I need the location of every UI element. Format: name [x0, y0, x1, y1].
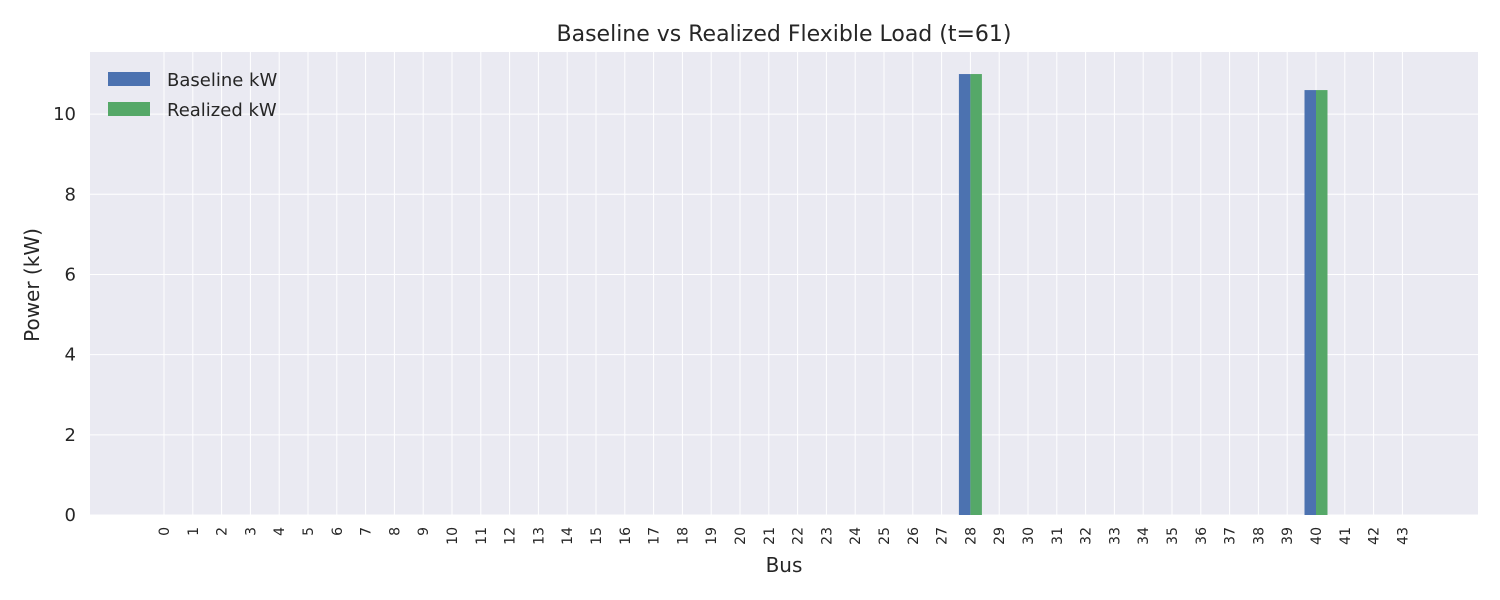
x-tick-label: 21: [762, 527, 778, 545]
legend: Baseline kW Realized kW: [108, 70, 277, 121]
bar-realized-bus-28: [970, 74, 982, 516]
x-tick-label: 36: [1194, 527, 1210, 545]
bars: [958, 74, 1328, 516]
x-tick-label: 10: [445, 527, 461, 545]
x-tick-label: 43: [1395, 527, 1411, 545]
x-tick-label: 6: [330, 527, 346, 536]
x-tick-label: 29: [992, 527, 1008, 545]
legend-swatch-baseline: [108, 72, 150, 86]
legend-swatch-realized: [108, 102, 150, 116]
x-tick-label: 27: [935, 527, 951, 545]
x-tick-label: 33: [1107, 527, 1123, 545]
x-tick-label: 28: [963, 527, 979, 545]
x-tick-label: 41: [1338, 527, 1354, 545]
x-tick-label: 30: [1021, 527, 1037, 545]
y-tick-label: 0: [65, 505, 76, 526]
x-tick-label: 15: [589, 527, 605, 545]
x-tick-label: 42: [1367, 527, 1383, 545]
x-tick-label: 17: [647, 527, 663, 545]
y-tick-label: 2: [65, 425, 76, 446]
x-tick-label: 12: [503, 527, 519, 545]
bar-realized-bus-40: [1316, 90, 1328, 516]
x-tick-label: 5: [301, 527, 317, 536]
x-tick-label: 35: [1165, 527, 1181, 545]
x-tick-label: 32: [1079, 527, 1095, 545]
x-tick-label: 16: [618, 527, 634, 545]
plot-area: [90, 52, 1478, 515]
x-tick-label: 8: [387, 527, 403, 536]
x-tick-label: 13: [531, 527, 547, 545]
x-axis-label: Bus: [766, 553, 803, 577]
chart-title: Baseline vs Realized Flexible Load (t=61…: [557, 22, 1012, 47]
y-tick-label: 10: [53, 104, 76, 125]
y-axis-label: Power (kW): [20, 228, 44, 342]
x-tick-label: 2: [215, 527, 231, 536]
x-tick-label: 7: [359, 527, 375, 536]
bar-baseline-bus-28: [958, 74, 971, 516]
x-tick-label: 37: [1223, 527, 1239, 545]
x-tick-label: 22: [791, 527, 807, 545]
legend-label-realized: Realized kW: [167, 100, 277, 121]
x-tick-label: 1: [186, 527, 202, 536]
bar-baseline-bus-40: [1304, 90, 1316, 516]
legend-label-baseline: Baseline kW: [167, 70, 277, 91]
x-tick-label: 34: [1136, 527, 1152, 545]
x-tick-label: 24: [848, 527, 864, 545]
x-axis-ticks: 0 1 2 3 4 5 6 7 8 9 10 11 12 13 14 15 16 17 18 19 20 21 22 23 24…: [157, 527, 1411, 545]
x-tick-label: 38: [1251, 527, 1267, 545]
x-tick-label: 11: [474, 527, 490, 545]
x-tick-label: 20: [733, 527, 749, 545]
x-tick-label: 23: [819, 527, 835, 545]
x-tick-label: 14: [560, 527, 576, 545]
x-tick-label: 39: [1280, 527, 1296, 545]
y-tick-label: 4: [65, 345, 76, 366]
y-tick-label: 6: [65, 264, 76, 285]
x-tick-label: 0: [157, 527, 173, 536]
x-tick-label: 19: [704, 527, 720, 545]
y-axis-ticks: 0 2 4 6 8 10: [53, 104, 76, 526]
x-tick-label: 31: [1050, 527, 1066, 545]
x-tick-label: 40: [1309, 527, 1325, 545]
x-tick-label: 4: [272, 527, 288, 536]
x-tick-label: 3: [243, 527, 259, 536]
y-tick-label: 8: [65, 184, 76, 205]
x-tick-label: 9: [416, 527, 432, 536]
x-tick-label: 26: [906, 527, 922, 545]
x-tick-label: 18: [675, 527, 691, 545]
x-tick-label: 25: [877, 527, 893, 545]
